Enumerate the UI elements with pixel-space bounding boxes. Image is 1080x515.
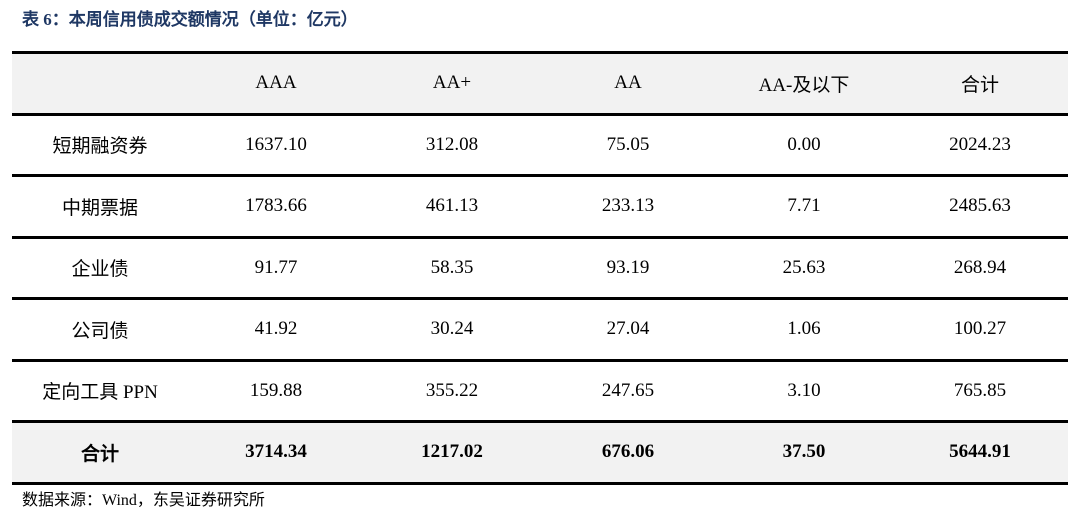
table-body: AAA AA+ AA AA-及以下 合计 短期融资券 1637.10 312.08 75.05 0… [12,51,1068,485]
value-cell: 3.10 [716,358,892,422]
header-row: AAA AA+ AA AA-及以下 合计 [12,51,1068,114]
value-cell: 91.77 [188,235,364,299]
table-row: 定向工具 PPN 159.88 355.22 247.65 3.10 765.85 [12,358,1068,422]
value-cell: 1.06 [716,297,892,360]
total-cell: 676.06 [540,420,716,485]
value-cell: 461.13 [364,174,540,237]
header-cell [12,51,188,114]
value-cell: 247.65 [540,358,716,422]
value-cell: 100.27 [892,297,1068,360]
header-cell: AA+ [364,51,540,114]
row-label: 合计 [12,420,188,485]
value-cell: 233.13 [540,174,716,237]
value-cell: 1637.10 [188,112,364,176]
value-cell: 30.24 [364,297,540,360]
total-cell: 3714.34 [188,420,364,485]
row-label: 中期票据 [12,174,188,237]
value-cell: 159.88 [188,358,364,422]
source-note: 数据来源：Wind，东吴证券研究所 [22,492,265,509]
value-cell: 1783.66 [188,174,364,237]
header-cell: AA [540,51,716,114]
value-cell: 0.00 [716,112,892,176]
table-row: 中期票据 1783.66 461.13 233.13 7.71 2485.63 [12,174,1068,237]
header-cell: 合计 [892,51,1068,114]
row-label: 公司债 [12,297,188,360]
row-label: 定向工具 PPN [12,358,188,422]
total-cell: 37.50 [716,420,892,485]
total-cell: 5644.91 [892,420,1068,485]
value-cell: 93.19 [540,235,716,299]
data-table: AAA AA+ AA AA-及以下 合计 短期融资券 1637.10 312.08 75.05 0… [12,51,1068,485]
total-row: 合计 3714.34 1217.02 676.06 37.50 5644.91 [12,420,1068,485]
table-row: 短期融资券 1637.10 312.08 75.05 0.00 2024.23 [12,112,1068,176]
row-label: 短期融资券 [12,112,188,176]
header-cell: AA-及以下 [716,51,892,114]
value-cell: 2024.23 [892,112,1068,176]
row-label: 企业债 [12,235,188,299]
value-cell: 27.04 [540,297,716,360]
header-cell: AAA [188,51,364,114]
table-row: 企业债 91.77 58.35 93.19 25.63 268.94 [12,235,1068,299]
table-title: 表 6：本周信用债成交额情况（单位：亿元） [22,10,358,29]
table-row: 公司债 41.92 30.24 27.04 1.06 100.27 [12,297,1068,360]
value-cell: 25.63 [716,235,892,299]
total-cell: 1217.02 [364,420,540,485]
value-cell: 312.08 [364,112,540,176]
value-cell: 75.05 [540,112,716,176]
value-cell: 355.22 [364,358,540,422]
value-cell: 268.94 [892,235,1068,299]
value-cell: 58.35 [364,235,540,299]
value-cell: 765.85 [892,358,1068,422]
value-cell: 7.71 [716,174,892,237]
value-cell: 41.92 [188,297,364,360]
value-cell: 2485.63 [892,174,1068,237]
